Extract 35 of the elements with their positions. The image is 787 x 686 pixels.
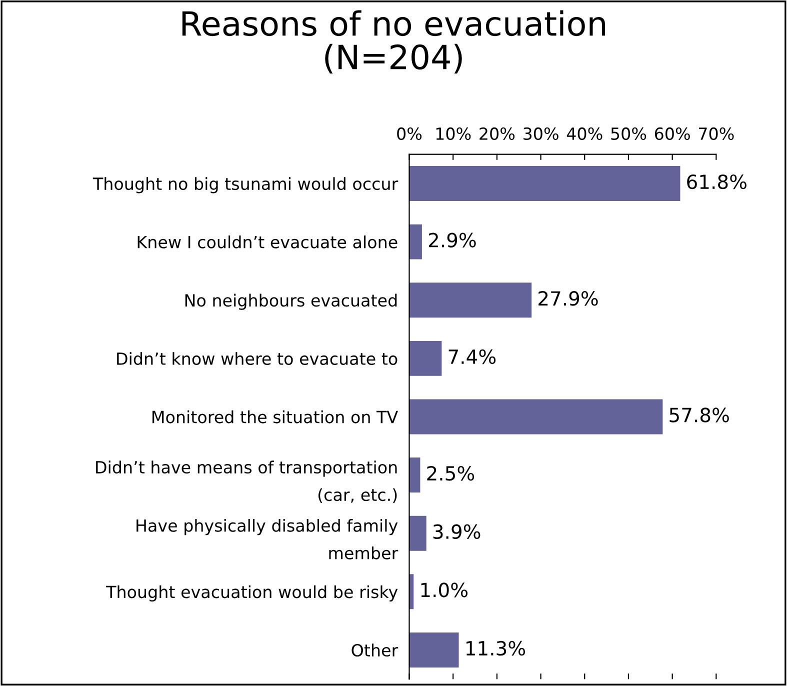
bar xyxy=(409,166,680,201)
x-tick-label: 20% xyxy=(480,127,515,140)
y-tick-label: Knew I couldn’t evacuate alone xyxy=(138,235,398,248)
x-tick-label: 50% xyxy=(611,127,646,140)
bar xyxy=(409,458,420,493)
x-tick-label: 40% xyxy=(566,127,602,140)
bar xyxy=(409,282,532,318)
data-label: 57.8% xyxy=(670,408,729,422)
y-tick-label: Other xyxy=(352,644,398,657)
data-label: 2.5% xyxy=(427,466,474,481)
y-tick-label: Monitored the situation on TV xyxy=(152,410,398,424)
x-tick-label: 30% xyxy=(524,127,558,140)
bar xyxy=(409,340,442,376)
chart-title: Reasons of no evacuation (N=204) xyxy=(182,10,606,74)
data-label: 27.9% xyxy=(538,291,598,306)
x-tick-label: 60% xyxy=(654,127,690,140)
y-tick-label: No neighbours evacuated xyxy=(185,294,397,310)
bar xyxy=(409,632,459,668)
bar xyxy=(409,224,422,260)
y-tick-label: Thought evacuation would be risky xyxy=(106,585,398,602)
x-tick-label: 0% xyxy=(397,127,422,140)
data-label: 3.9% xyxy=(433,524,480,540)
y-tick-label: Didn’t know where to evacuate to xyxy=(117,352,398,366)
data-label: 11.3% xyxy=(466,640,526,656)
data-label: 7.4% xyxy=(448,349,496,364)
bar xyxy=(409,516,426,551)
x-tick-label: 70% xyxy=(699,127,734,140)
bar xyxy=(409,399,663,434)
data-label: 61.8% xyxy=(687,174,746,190)
y-tick-label: Didn’t have means of transportation (car, etc.) xyxy=(96,460,397,504)
y-tick-label: Have physically disabled family member xyxy=(136,518,398,560)
data-label: 1.0% xyxy=(421,582,468,598)
data-label: 2.9% xyxy=(428,232,476,248)
y-tick-label: Thought no big tsunami would occur xyxy=(92,177,398,194)
x-tick-label: 10% xyxy=(436,127,471,140)
